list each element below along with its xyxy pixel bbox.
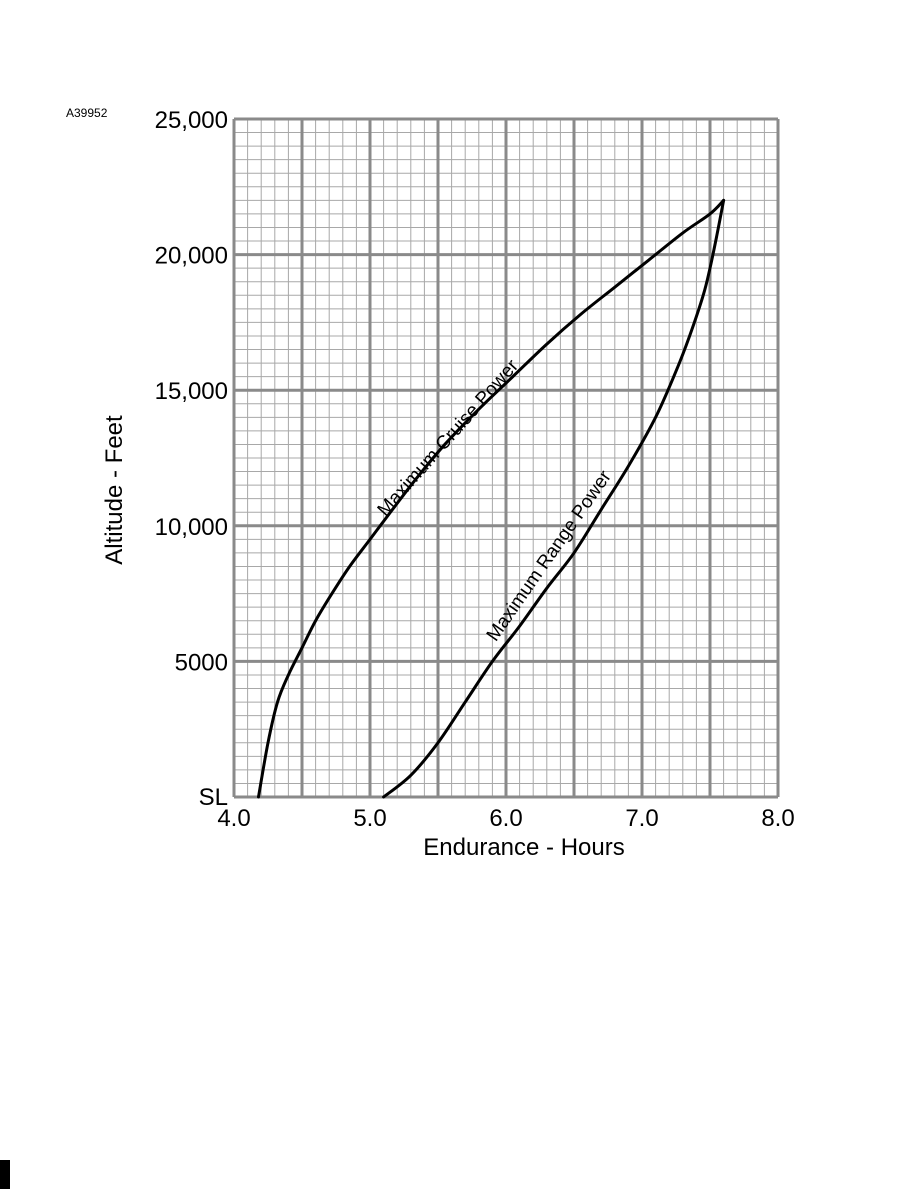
y-tick-label: SL	[199, 784, 228, 811]
y-tick-labels: SL 5000 10,000 15,000 20,000 25,000	[155, 107, 228, 811]
maximum-cruise-power-line	[256, 198, 726, 799]
y-tick-label: 5000	[175, 649, 228, 676]
maximum-range-power-line	[382, 198, 726, 799]
x-tick-label: 8.0	[761, 805, 794, 832]
y-tick-label: 20,000	[155, 243, 228, 270]
figure-id: A39952	[66, 106, 108, 120]
y-axis-title: Altitude - Feet	[101, 415, 128, 565]
y-tick-label: 25,000	[155, 107, 228, 134]
x-axis-title: Endurance - Hours	[423, 834, 624, 861]
major-grid	[232, 117, 780, 799]
x-tick-label: 4.0	[217, 805, 250, 832]
maximum-range-power-label: Maximum Range Power	[483, 466, 616, 645]
x-tick-label: 6.0	[489, 805, 522, 832]
y-tick-label: 15,000	[155, 378, 228, 405]
x-tick-label: 7.0	[625, 805, 658, 832]
x-tick-labels: 4.0 5.0 6.0 7.0 8.0	[217, 805, 794, 832]
page-corner-mark	[0, 1160, 10, 1189]
maximum-cruise-power-label: Maximum Cruise Power	[374, 355, 524, 520]
x-tick-label: 5.0	[353, 805, 386, 832]
y-tick-label: 10,000	[155, 514, 228, 541]
